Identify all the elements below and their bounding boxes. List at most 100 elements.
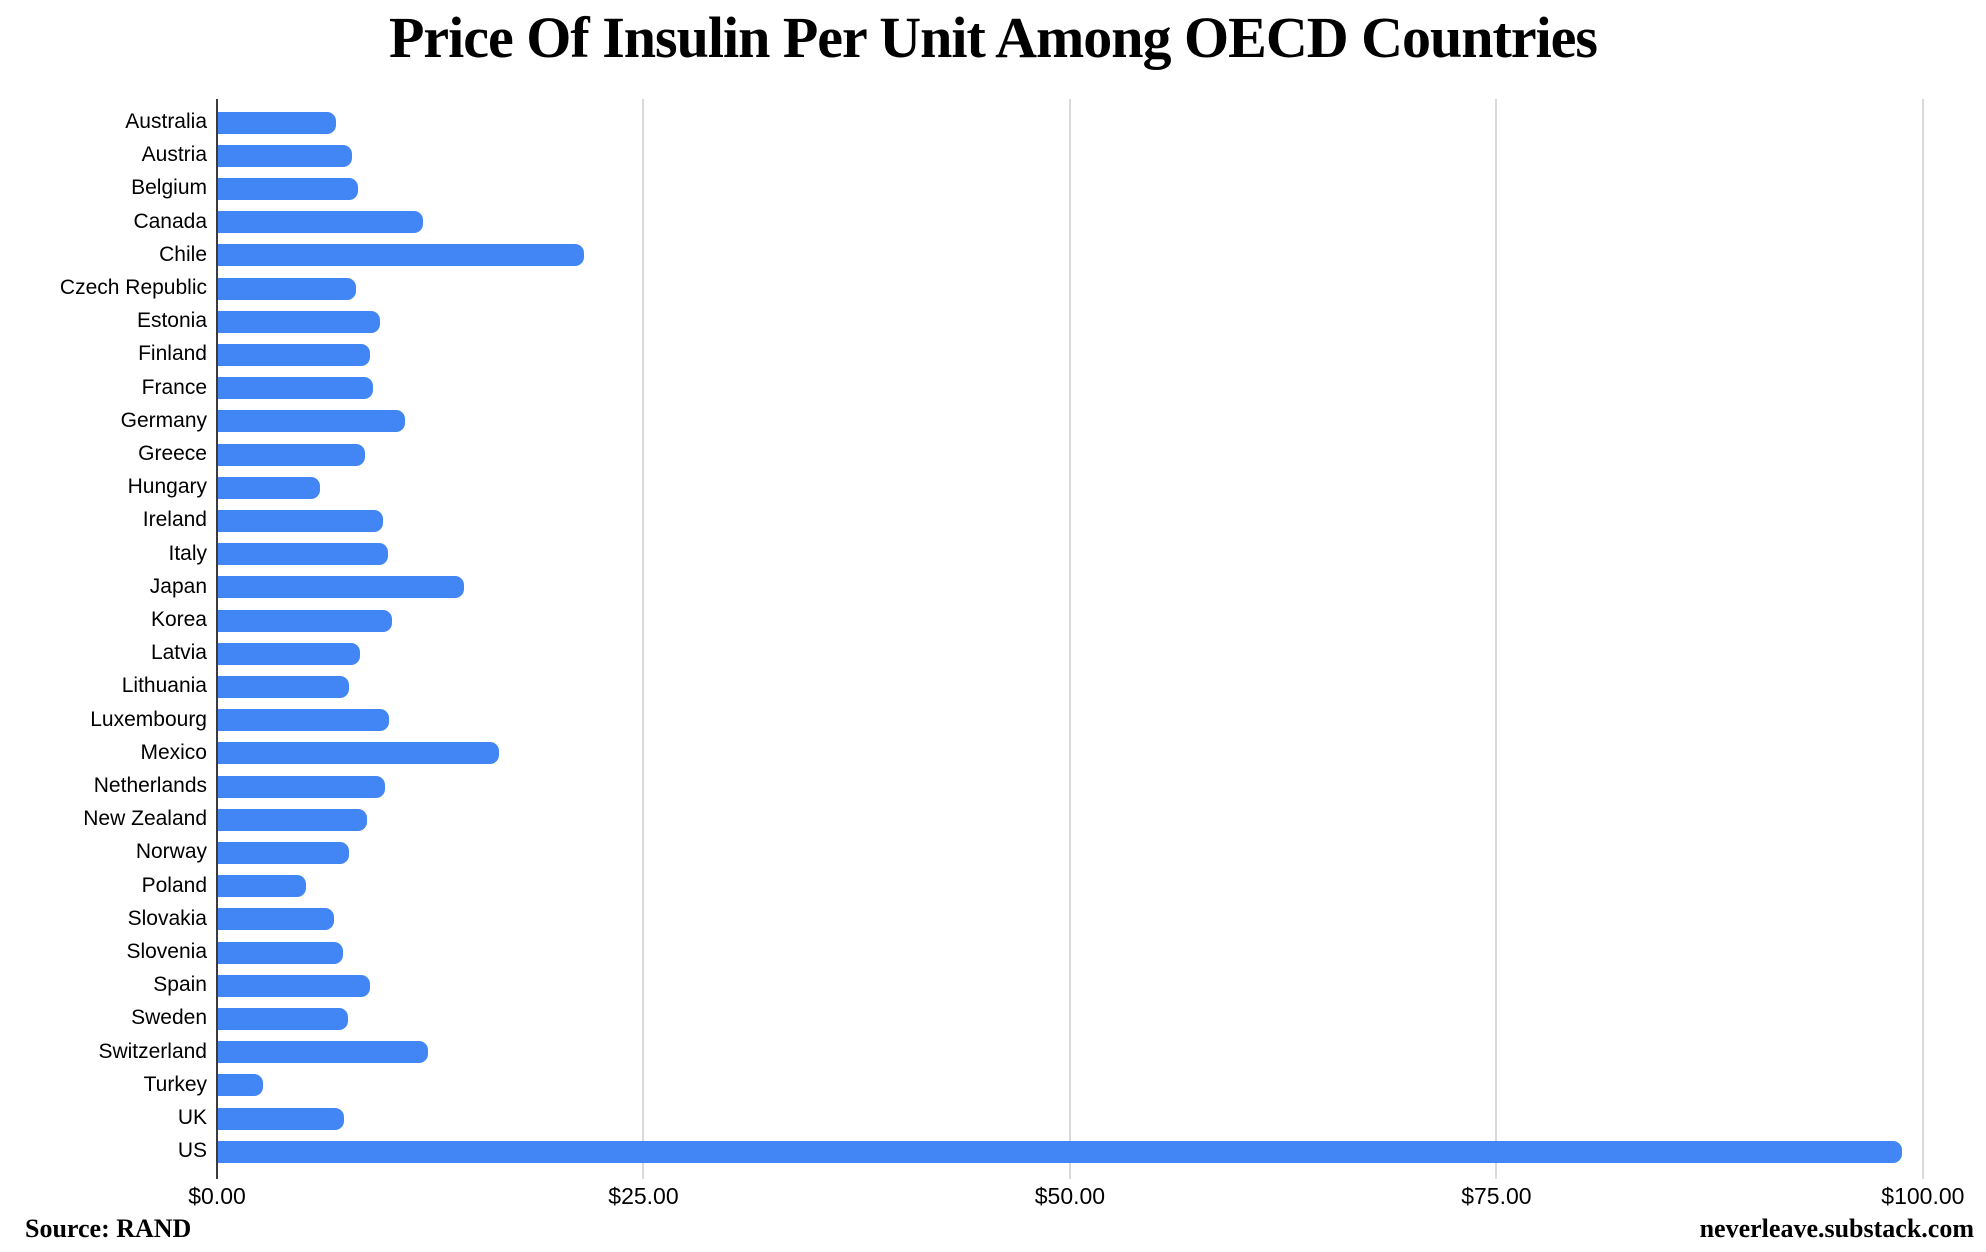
bar-estonia (218, 310, 381, 333)
bar-korea (218, 609, 392, 632)
credit-text: neverleave.substack.com (1699, 1214, 1974, 1243)
gridline-50 (1068, 99, 1071, 1179)
row-norway: Norway (0, 836, 1986, 869)
bar-switzerland (218, 1041, 428, 1064)
bar-luxembourg (218, 709, 390, 732)
row-latvia: Latvia (0, 637, 1986, 670)
label-australia: Australia (125, 110, 207, 134)
plot-area (216, 99, 1986, 1179)
row-new-zealand: New Zealand (0, 803, 1986, 836)
label-mexico: Mexico (140, 740, 207, 764)
bar-spain (218, 974, 370, 997)
row-ireland: Ireland (0, 504, 1986, 537)
row-austria: Austria (0, 139, 1986, 172)
bar-us (218, 1140, 1902, 1163)
label-france: France (141, 375, 207, 399)
row-france: France (0, 372, 1986, 405)
x-tick-label-50: $50.00 (1034, 1183, 1106, 1209)
label-new-zealand: New Zealand (83, 807, 207, 831)
label-finland: Finland (138, 342, 207, 366)
bar-hungary (218, 476, 320, 499)
row-netherlands: Netherlands (0, 770, 1986, 803)
label-czech-republic: Czech Republic (59, 276, 207, 300)
label-greece: Greece (138, 442, 207, 466)
row-chile: Chile (0, 239, 1986, 272)
bar-slovakia (218, 908, 334, 931)
row-japan: Japan (0, 571, 1986, 604)
label-japan: Japan (149, 574, 207, 598)
row-lithuania: Lithuania (0, 670, 1986, 703)
label-italy: Italy (168, 541, 207, 565)
bar-norway (218, 841, 350, 864)
row-slovenia: Slovenia (0, 936, 1986, 969)
label-luxembourg: Luxembourg (90, 707, 207, 731)
row-greece: Greece (0, 438, 1986, 471)
x-tick-label-75: $75.00 (1461, 1183, 1532, 1209)
label-slovakia: Slovakia (127, 906, 207, 930)
label-poland: Poland (141, 873, 207, 897)
label-chile: Chile (159, 242, 207, 266)
label-uk: UK (177, 1106, 207, 1130)
bar-sweden (218, 1007, 348, 1030)
bar-japan (218, 576, 464, 599)
row-sweden: Sweden (0, 1002, 1986, 1035)
gridline-75 (1495, 99, 1498, 1179)
bar-ireland (218, 509, 384, 532)
label-germany: Germany (120, 408, 207, 432)
label-norway: Norway (135, 840, 207, 864)
row-estonia: Estonia (0, 305, 1986, 338)
bar-slovenia (218, 941, 343, 964)
label-korea: Korea (150, 608, 207, 632)
bar-italy (218, 543, 388, 566)
chart-title: Price Of Insulin Per Unit Among OECD Cou… (389, 5, 1598, 70)
row-turkey: Turkey (0, 1069, 1986, 1102)
row-belgium: Belgium (0, 172, 1986, 205)
label-austria: Austria (141, 143, 207, 167)
row-hungary: Hungary (0, 471, 1986, 504)
bar-new-zealand (218, 808, 368, 831)
bar-uk (218, 1107, 345, 1130)
row-finland: Finland (0, 338, 1986, 371)
label-hungary: Hungary (127, 475, 207, 499)
label-netherlands: Netherlands (93, 774, 207, 798)
row-us: US (0, 1135, 1986, 1168)
bar-france (218, 377, 373, 400)
bar-germany (218, 410, 405, 433)
y-axis-line (216, 99, 218, 1179)
label-sweden: Sweden (131, 1006, 207, 1030)
label-switzerland: Switzerland (98, 1039, 207, 1063)
gridline-100 (1921, 99, 1924, 1179)
label-estonia: Estonia (136, 309, 207, 333)
row-poland: Poland (0, 870, 1986, 903)
bar-canada (218, 211, 423, 234)
bar-poland (218, 875, 306, 898)
gridline-25 (642, 99, 645, 1179)
bar-czech-republic (218, 277, 357, 300)
x-axis: $0.00 $25.00 $50.00 $75.00 $100.00 (188, 1183, 1986, 1213)
bar-lithuania (218, 675, 350, 698)
source-note: Source: RAND (25, 1214, 192, 1243)
row-korea: Korea (0, 604, 1986, 637)
label-canada: Canada (133, 209, 207, 233)
label-latvia: Latvia (150, 641, 207, 665)
row-germany: Germany (0, 405, 1986, 438)
bar-greece (218, 443, 365, 466)
row-canada: Canada (0, 206, 1986, 239)
bar-turkey (218, 1074, 264, 1097)
bar-chile (218, 244, 585, 267)
x-tick-label-100: $100.00 (1881, 1183, 1965, 1209)
bar-rows: Australia Austria Belgium Canada Chile Czech … (0, 106, 1986, 1169)
bar-mexico (218, 742, 500, 765)
bar-finland (218, 343, 370, 366)
row-uk: UK (0, 1102, 1986, 1135)
row-spain: Spain (0, 969, 1986, 1002)
label-belgium: Belgium (131, 176, 207, 200)
row-czech-republic: Czech Republic (0, 272, 1986, 305)
row-luxembourg: Luxembourg (0, 704, 1986, 737)
row-australia: Australia (0, 106, 1986, 139)
row-switzerland: Switzerland (0, 1036, 1986, 1069)
x-tick-label-0: $0.00 (188, 1183, 246, 1209)
label-spain: Spain (153, 973, 207, 997)
bar-netherlands (218, 775, 386, 798)
